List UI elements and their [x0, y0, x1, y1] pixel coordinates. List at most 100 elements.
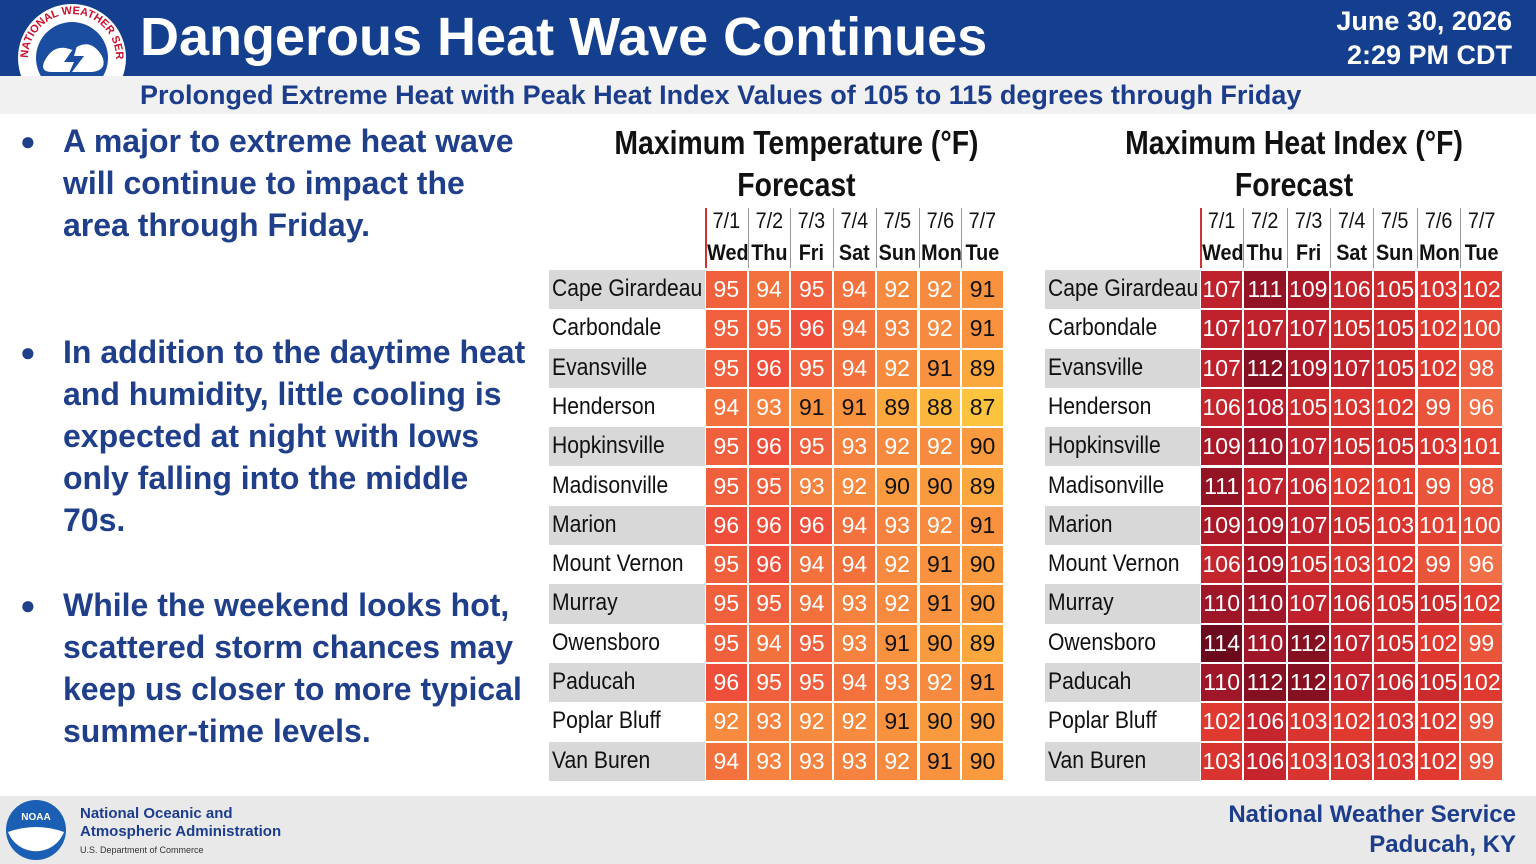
- value-cell: 107: [1243, 466, 1287, 506]
- city-label: Hopkinsville: [552, 432, 665, 460]
- city-name: Evansville: [1045, 348, 1200, 388]
- value-cell: 107: [1243, 309, 1287, 349]
- value-cell: 93: [833, 623, 876, 663]
- header-divider: [1286, 208, 1288, 268]
- value-cell: 102: [1416, 623, 1460, 663]
- value-cell: 89: [961, 348, 1004, 388]
- header-divider: [747, 208, 749, 268]
- value-cell: 90: [918, 702, 962, 742]
- header-divider: [705, 208, 707, 268]
- value-cell: 92: [833, 466, 876, 506]
- value-cell: 90: [961, 545, 1004, 585]
- bullet-dot: ●: [20, 126, 36, 156]
- value-cell: 90: [918, 466, 962, 506]
- day-header: Tue: [965, 240, 1000, 265]
- office-line: National Weather Service: [1228, 801, 1516, 828]
- value-cell: 96: [790, 505, 834, 546]
- value-cell: 94: [833, 505, 876, 546]
- city-label: Murray: [552, 589, 618, 617]
- header-divider: [1459, 208, 1461, 268]
- city-name: Mount Vernon: [1045, 545, 1200, 585]
- city-name: Marion: [1045, 505, 1200, 546]
- value-cell: 95: [705, 623, 748, 663]
- date-header: 7/2: [1251, 208, 1279, 233]
- value-cell: 109: [1200, 505, 1244, 546]
- date-header: 7/1: [1207, 208, 1236, 233]
- value-cell: 105: [1373, 309, 1417, 349]
- value-cell: 94: [833, 309, 876, 349]
- city-name: Cape Girardeau: [549, 270, 705, 310]
- value-cell: 90: [918, 623, 962, 663]
- city-name: Hopkinsville: [549, 427, 705, 467]
- header-divider: [833, 208, 835, 268]
- date-header: 7/3: [1294, 208, 1323, 233]
- value-cell: 103: [1329, 545, 1374, 585]
- value-cell: 92: [918, 270, 962, 310]
- value-cell: 95: [705, 270, 748, 310]
- value-cell: 95: [705, 466, 748, 506]
- value-cell: 105: [1416, 663, 1460, 703]
- day-header: Sun: [1376, 240, 1414, 265]
- value-cell: 99: [1459, 741, 1504, 781]
- value-cell: 105: [1373, 623, 1417, 663]
- value-cell: 105: [1373, 270, 1417, 310]
- value-cell: 107: [1329, 623, 1374, 663]
- footer-bar: [0, 796, 1536, 864]
- value-cell: 112: [1286, 623, 1330, 663]
- value-cell: 105: [1373, 348, 1417, 388]
- value-cell: 96: [790, 309, 834, 349]
- value-cell: 107: [1200, 309, 1244, 349]
- value-cell: 91: [961, 309, 1004, 349]
- value-cell: 101: [1373, 466, 1417, 506]
- value-cell: 92: [875, 545, 919, 585]
- city-label: Hopkinsville: [1048, 432, 1161, 460]
- value-cell: 109: [1286, 270, 1330, 310]
- city-name: Owensboro: [1045, 623, 1200, 663]
- city-label: Van Buren: [552, 746, 651, 774]
- day-header: Sun: [878, 240, 916, 265]
- value-cell: 93: [790, 466, 834, 506]
- value-cell: 99: [1459, 702, 1504, 742]
- value-cell: 95: [790, 427, 834, 467]
- value-cell: 89: [961, 623, 1004, 663]
- bullet: ● A major to extreme heat wave will conti…: [20, 120, 530, 246]
- value-cell: 102: [1416, 702, 1460, 742]
- value-cell: 102: [1459, 584, 1504, 624]
- value-cell: 107: [1329, 663, 1374, 703]
- value-cell: 94: [747, 270, 791, 310]
- value-cell: 110: [1243, 427, 1287, 467]
- value-cell: 93: [875, 309, 919, 349]
- date-header: 7/4: [840, 208, 869, 233]
- value-cell: 90: [875, 466, 919, 506]
- city-label: Madisonville: [1048, 471, 1165, 499]
- value-cell: 107: [1286, 584, 1330, 624]
- value-cell: 95: [705, 584, 748, 624]
- value-cell: 112: [1286, 663, 1330, 703]
- value-cell: 106: [1243, 702, 1287, 742]
- value-cell: 105: [1373, 584, 1417, 624]
- value-cell: 103: [1416, 427, 1460, 467]
- value-cell: 87: [961, 387, 1004, 428]
- value-cell: 92: [875, 741, 919, 781]
- value-cell: 89: [875, 387, 919, 428]
- city-name: Paducah: [549, 663, 705, 703]
- header-divider: [1200, 208, 1202, 268]
- value-cell: 100: [1459, 505, 1504, 546]
- city-name: Van Buren: [549, 741, 705, 781]
- value-cell: 102: [1200, 702, 1244, 742]
- city-name: Henderson: [549, 387, 705, 428]
- value-cell: 102: [1459, 663, 1504, 703]
- value-cell: 103: [1373, 505, 1417, 546]
- value-cell: 103: [1286, 702, 1330, 742]
- value-cell: 103: [1200, 741, 1244, 781]
- value-cell: 96: [747, 505, 791, 546]
- value-cell: 107: [1286, 309, 1330, 349]
- value-cell: 103: [1329, 741, 1374, 781]
- value-cell: 95: [747, 309, 791, 349]
- value-cell: 109: [1243, 545, 1287, 585]
- value-cell: 93: [875, 505, 919, 546]
- day-header: Mon: [920, 240, 962, 265]
- value-cell: 92: [918, 663, 962, 703]
- bullet: ● While the weekend looks hot, scattered …: [20, 584, 530, 752]
